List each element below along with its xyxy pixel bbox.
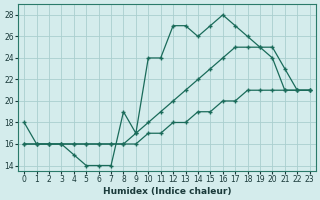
X-axis label: Humidex (Indice chaleur): Humidex (Indice chaleur)	[103, 187, 231, 196]
